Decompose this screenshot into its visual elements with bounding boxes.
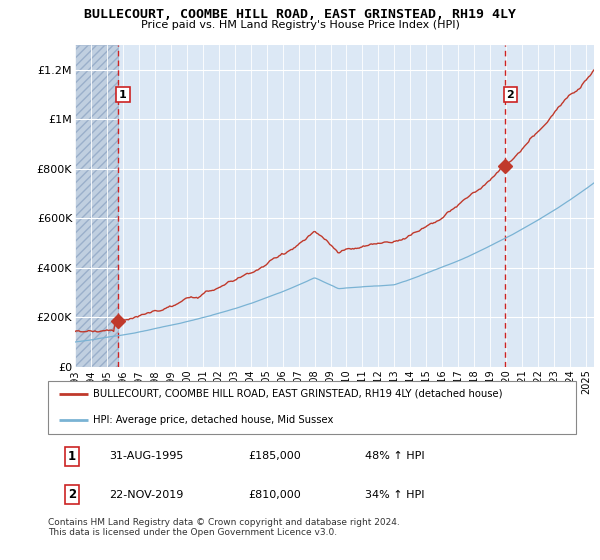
Text: BULLECOURT, COOMBE HILL ROAD, EAST GRINSTEAD, RH19 4LY (detached house): BULLECOURT, COOMBE HILL ROAD, EAST GRINS… xyxy=(93,389,502,399)
FancyBboxPatch shape xyxy=(48,381,576,434)
Text: 2: 2 xyxy=(506,90,514,100)
Text: 34% ↑ HPI: 34% ↑ HPI xyxy=(365,490,424,500)
Text: HPI: Average price, detached house, Mid Sussex: HPI: Average price, detached house, Mid … xyxy=(93,415,333,425)
Bar xyxy=(75,45,118,367)
Text: £185,000: £185,000 xyxy=(248,451,301,461)
Text: Contains HM Land Registry data © Crown copyright and database right 2024.
This d: Contains HM Land Registry data © Crown c… xyxy=(48,518,400,538)
Text: 1: 1 xyxy=(68,450,76,463)
Text: 48% ↑ HPI: 48% ↑ HPI xyxy=(365,451,424,461)
Text: 2: 2 xyxy=(68,488,76,501)
Text: Price paid vs. HM Land Registry's House Price Index (HPI): Price paid vs. HM Land Registry's House … xyxy=(140,20,460,30)
Text: 1: 1 xyxy=(119,90,127,100)
Text: £810,000: £810,000 xyxy=(248,490,301,500)
Text: 22-NOV-2019: 22-NOV-2019 xyxy=(109,490,183,500)
Text: 31-AUG-1995: 31-AUG-1995 xyxy=(109,451,183,461)
Text: BULLECOURT, COOMBE HILL ROAD, EAST GRINSTEAD, RH19 4LY: BULLECOURT, COOMBE HILL ROAD, EAST GRINS… xyxy=(84,8,516,21)
